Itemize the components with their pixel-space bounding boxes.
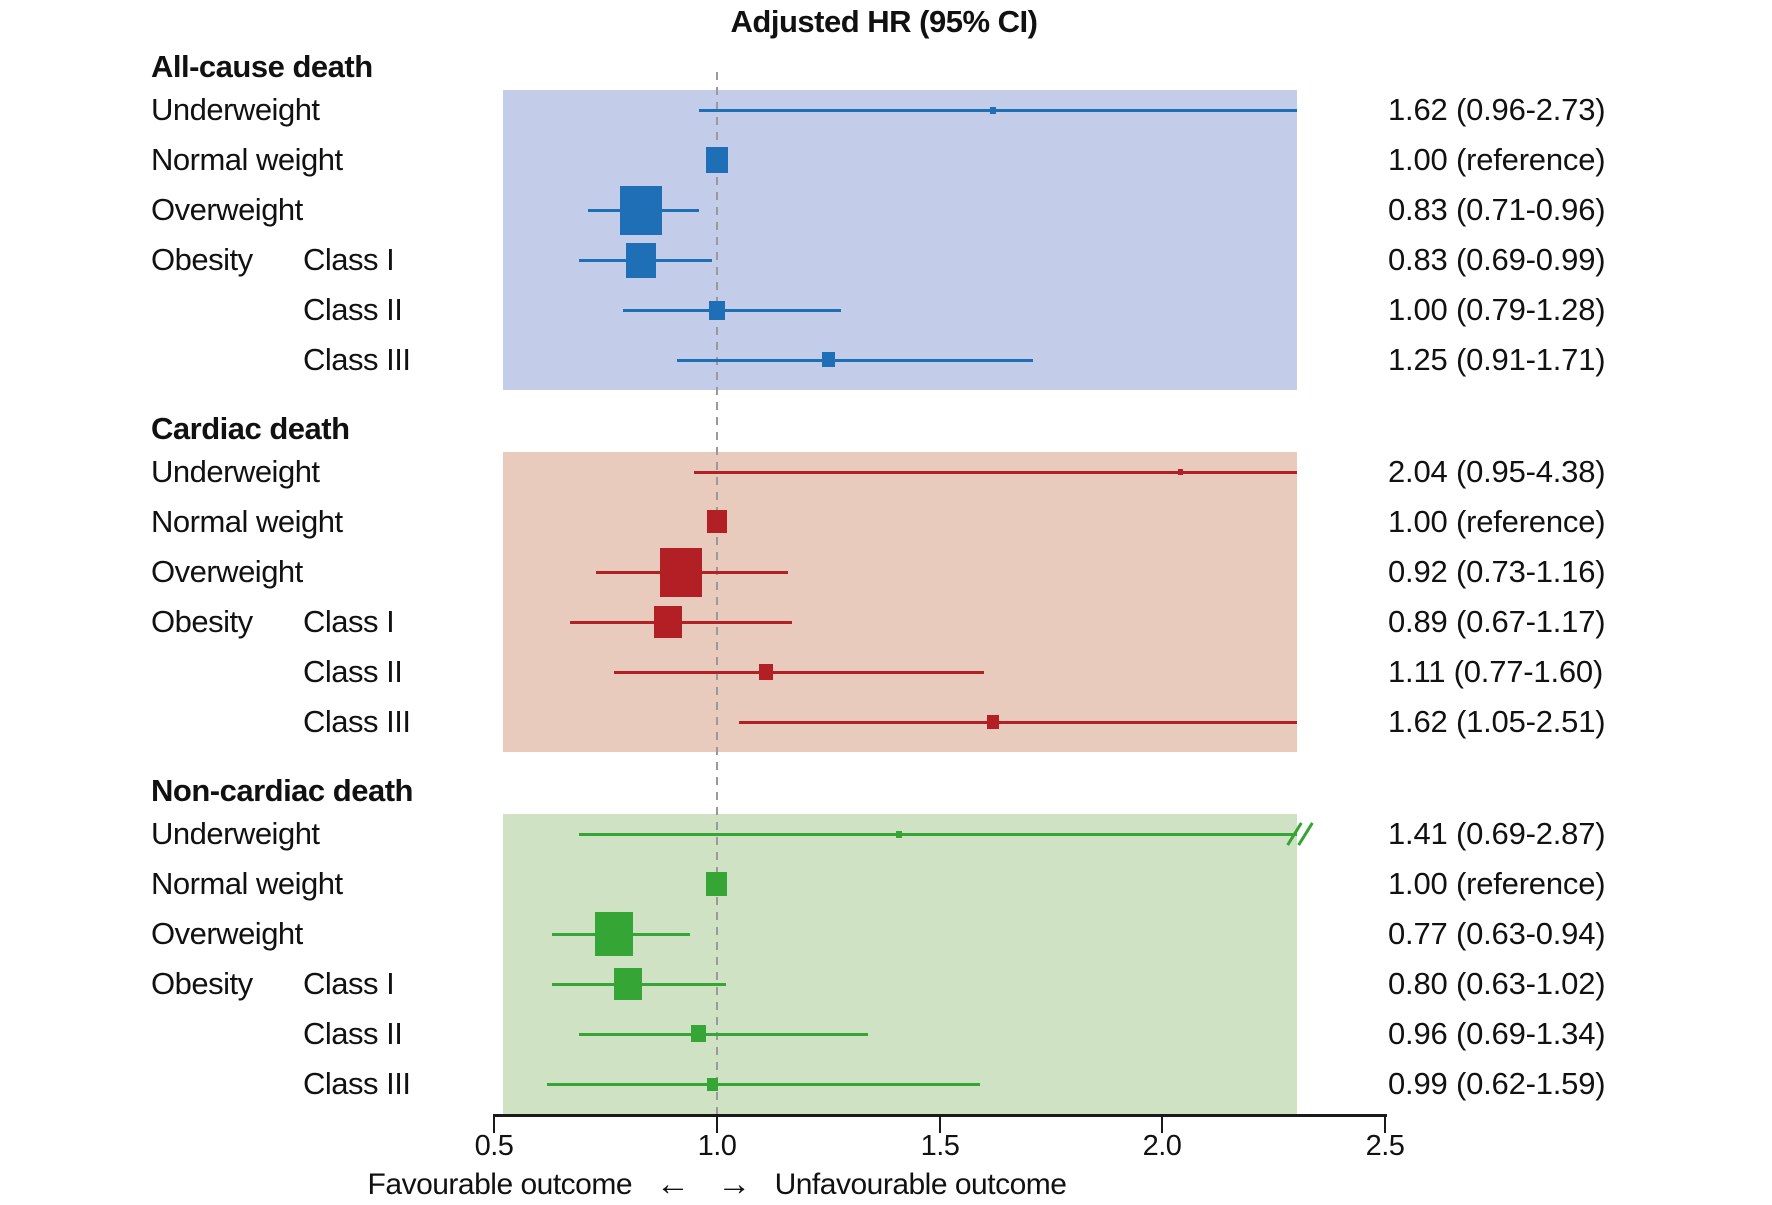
hr-value-label: 1.00 (reference) <box>1388 866 1606 901</box>
hr-marker <box>595 912 633 956</box>
axis-tick-label: 0.5 <box>474 1130 514 1162</box>
plot-panel <box>503 452 1297 752</box>
hr-value-label: 1.11 (0.77-1.60) <box>1388 654 1604 689</box>
ci-line <box>614 671 984 674</box>
x-axis-line <box>493 1114 1387 1117</box>
hr-marker <box>1178 469 1183 475</box>
hr-marker <box>707 510 727 533</box>
x-axis-caption: Favourable outcome ← → Unfavourable outc… <box>368 1164 1067 1203</box>
hr-marker <box>990 107 996 114</box>
ci-line <box>547 1083 980 1086</box>
obesity-class-label: Class II <box>303 1016 403 1051</box>
hr-marker <box>822 352 835 367</box>
hr-value-label: 0.77 (0.63-0.94) <box>1388 916 1606 951</box>
hr-value-label: 0.89 (0.67-1.17) <box>1388 604 1606 639</box>
obesity-class-label: Class III <box>303 1066 411 1101</box>
hr-value-label: 2.04 (0.95-4.38) <box>1388 454 1606 489</box>
obesity-class-label: Class II <box>303 292 403 327</box>
row-label: Obesity <box>151 966 253 1001</box>
hr-marker <box>620 186 662 235</box>
reference-line <box>716 72 718 1114</box>
row-label: Normal weight <box>151 866 343 901</box>
hr-value-label: 0.83 (0.69-0.99) <box>1388 242 1606 277</box>
obesity-class-label: Class III <box>303 342 411 377</box>
hr-marker <box>987 715 999 729</box>
figure-title: Adjusted HR (95% CI) <box>730 4 1038 39</box>
hr-marker <box>759 664 773 680</box>
axis-tick-label: 1.0 <box>697 1130 737 1162</box>
section-heading: All-cause death <box>151 49 373 84</box>
row-label: Obesity <box>151 242 253 277</box>
ci-line <box>579 1033 868 1036</box>
row-label: Obesity <box>151 604 253 639</box>
right-arrow-icon: → <box>717 1165 751 1203</box>
hr-value-label: 0.83 (0.71-0.96) <box>1388 192 1606 227</box>
row-label: Normal weight <box>151 504 343 539</box>
hr-value-label: 1.00 (0.79-1.28) <box>1388 292 1606 327</box>
hr-value-label: 1.00 (reference) <box>1388 142 1606 177</box>
hr-marker <box>706 872 727 896</box>
ci-line <box>699 109 1297 112</box>
section-heading: Cardiac death <box>151 411 350 446</box>
hr-value-label: 1.25 (0.91-1.71) <box>1388 342 1606 377</box>
hr-marker <box>896 831 902 838</box>
favourable-outcome-label: Favourable outcome <box>367 1168 633 1201</box>
hr-value-label: 1.62 (1.05-2.51) <box>1388 704 1606 739</box>
ci-line <box>739 721 1297 724</box>
row-label: Overweight <box>151 192 303 227</box>
hr-value-label: 0.80 (0.63-1.02) <box>1388 966 1606 1001</box>
plot-panel <box>503 90 1297 390</box>
hr-marker <box>626 243 656 278</box>
hr-marker <box>654 606 682 638</box>
axis-tick <box>1161 1117 1163 1133</box>
ci-line <box>694 471 1297 474</box>
row-label: Underweight <box>151 92 320 127</box>
hr-marker <box>691 1025 706 1042</box>
hr-value-label: 1.00 (reference) <box>1388 504 1606 539</box>
axis-tick <box>1384 1117 1386 1133</box>
axis-tick-label: 2.0 <box>1142 1130 1182 1162</box>
row-label: Normal weight <box>151 142 343 177</box>
plot-panel <box>503 814 1297 1114</box>
row-label: Overweight <box>151 554 303 589</box>
left-arrow-icon: ← <box>655 1165 690 1203</box>
ci-line <box>677 359 1033 362</box>
obesity-class-label: Class III <box>303 704 411 739</box>
unfavourable-outcome-label: Unfavourable outcome <box>774 1168 1067 1201</box>
row-label: Overweight <box>151 916 303 951</box>
hr-value-label: 1.62 (0.96-2.73) <box>1388 92 1606 127</box>
hr-marker <box>706 147 728 173</box>
section-heading: Non-cardiac death <box>151 773 413 808</box>
row-label: Underweight <box>151 816 320 851</box>
axis-tick <box>939 1117 941 1133</box>
hr-value-label: 1.41 (0.69-2.87) <box>1388 816 1606 851</box>
axis-tick <box>716 1117 718 1133</box>
hr-value-label: 0.99 (0.62-1.59) <box>1388 1066 1606 1101</box>
obesity-class-label: Class I <box>303 242 395 277</box>
hr-marker <box>709 301 725 320</box>
axis-tick-label: 1.5 <box>920 1130 960 1162</box>
ci-line <box>623 309 841 312</box>
axis-tick <box>493 1117 495 1133</box>
axis-tick-label: 2.5 <box>1365 1130 1405 1162</box>
obesity-class-label: Class I <box>303 604 395 639</box>
ci-line <box>579 833 1297 836</box>
hr-marker <box>614 968 642 1000</box>
hr-value-label: 0.96 (0.69-1.34) <box>1388 1016 1606 1051</box>
obesity-class-label: Class I <box>303 966 395 1001</box>
hr-value-label: 0.92 (0.73-1.16) <box>1388 554 1606 589</box>
row-label: Underweight <box>151 454 320 489</box>
hr-marker <box>707 1078 718 1091</box>
hr-marker <box>660 548 702 597</box>
obesity-class-label: Class II <box>303 654 403 689</box>
